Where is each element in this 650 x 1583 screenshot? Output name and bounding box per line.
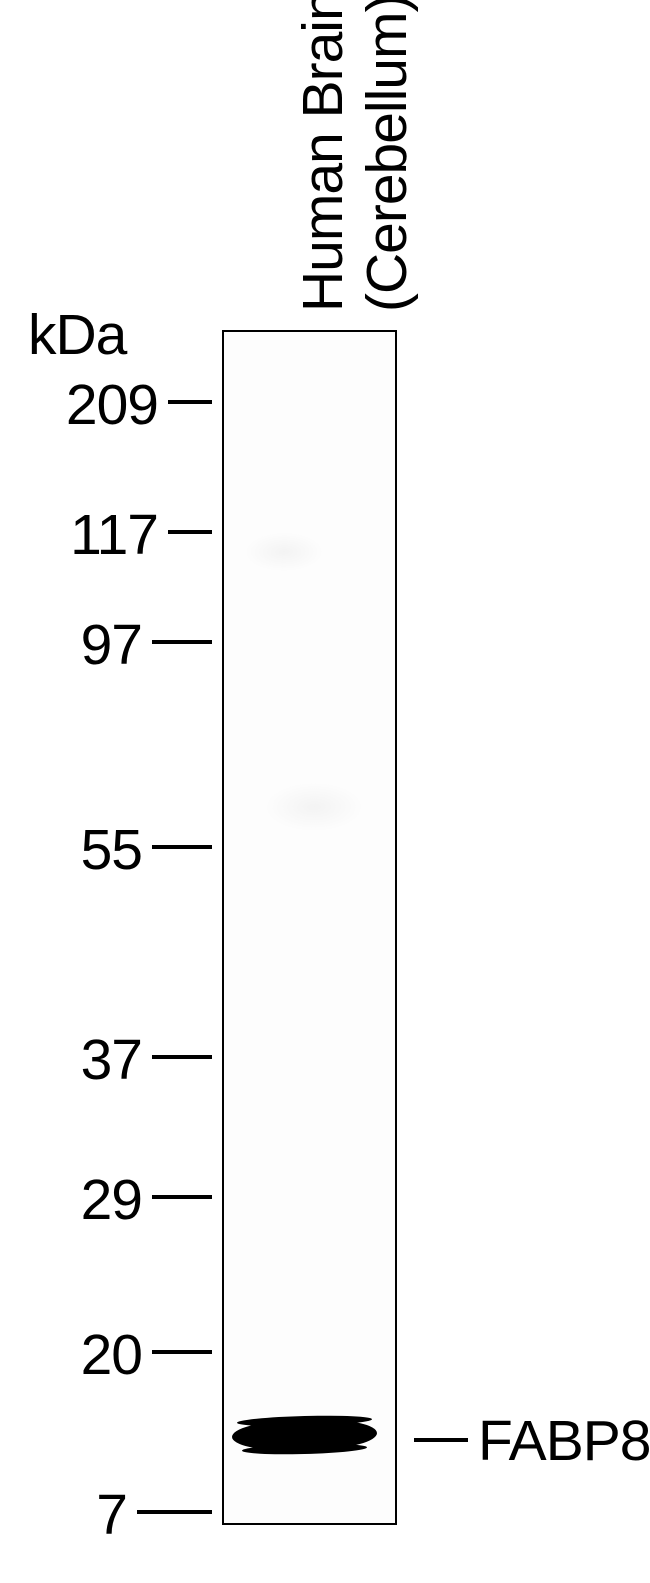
marker-value: 20 [0,1322,142,1388]
marker-tick [168,400,212,404]
marker-tick [152,640,212,644]
lane-label-line1: Human Brain [295,0,352,312]
marker-tick [152,1350,212,1354]
marker-value: 55 [0,817,142,883]
marker-tick [152,1055,212,1059]
western-blot-figure: Human Brain (Cerebellum) kDa 209 117 97 … [0,0,650,1583]
marker-tick [168,530,212,534]
lane-label-line2: (Cerebellum) [359,0,416,312]
band-label: FABP8 [478,1408,650,1474]
marker-tick [152,1195,212,1199]
blot-lane [222,330,397,1525]
marker-tick [137,1510,212,1514]
marker-value: 29 [0,1167,142,1233]
marker-value: 37 [0,1027,142,1093]
marker-value: 209 [0,372,158,438]
marker-value: 97 [0,612,142,678]
marker-value: 117 [0,502,158,568]
band-tick [414,1438,468,1442]
protein-band [232,1418,377,1452]
unit-label: kDa [28,302,126,368]
marker-tick [152,845,212,849]
marker-value: 7 [0,1482,127,1548]
